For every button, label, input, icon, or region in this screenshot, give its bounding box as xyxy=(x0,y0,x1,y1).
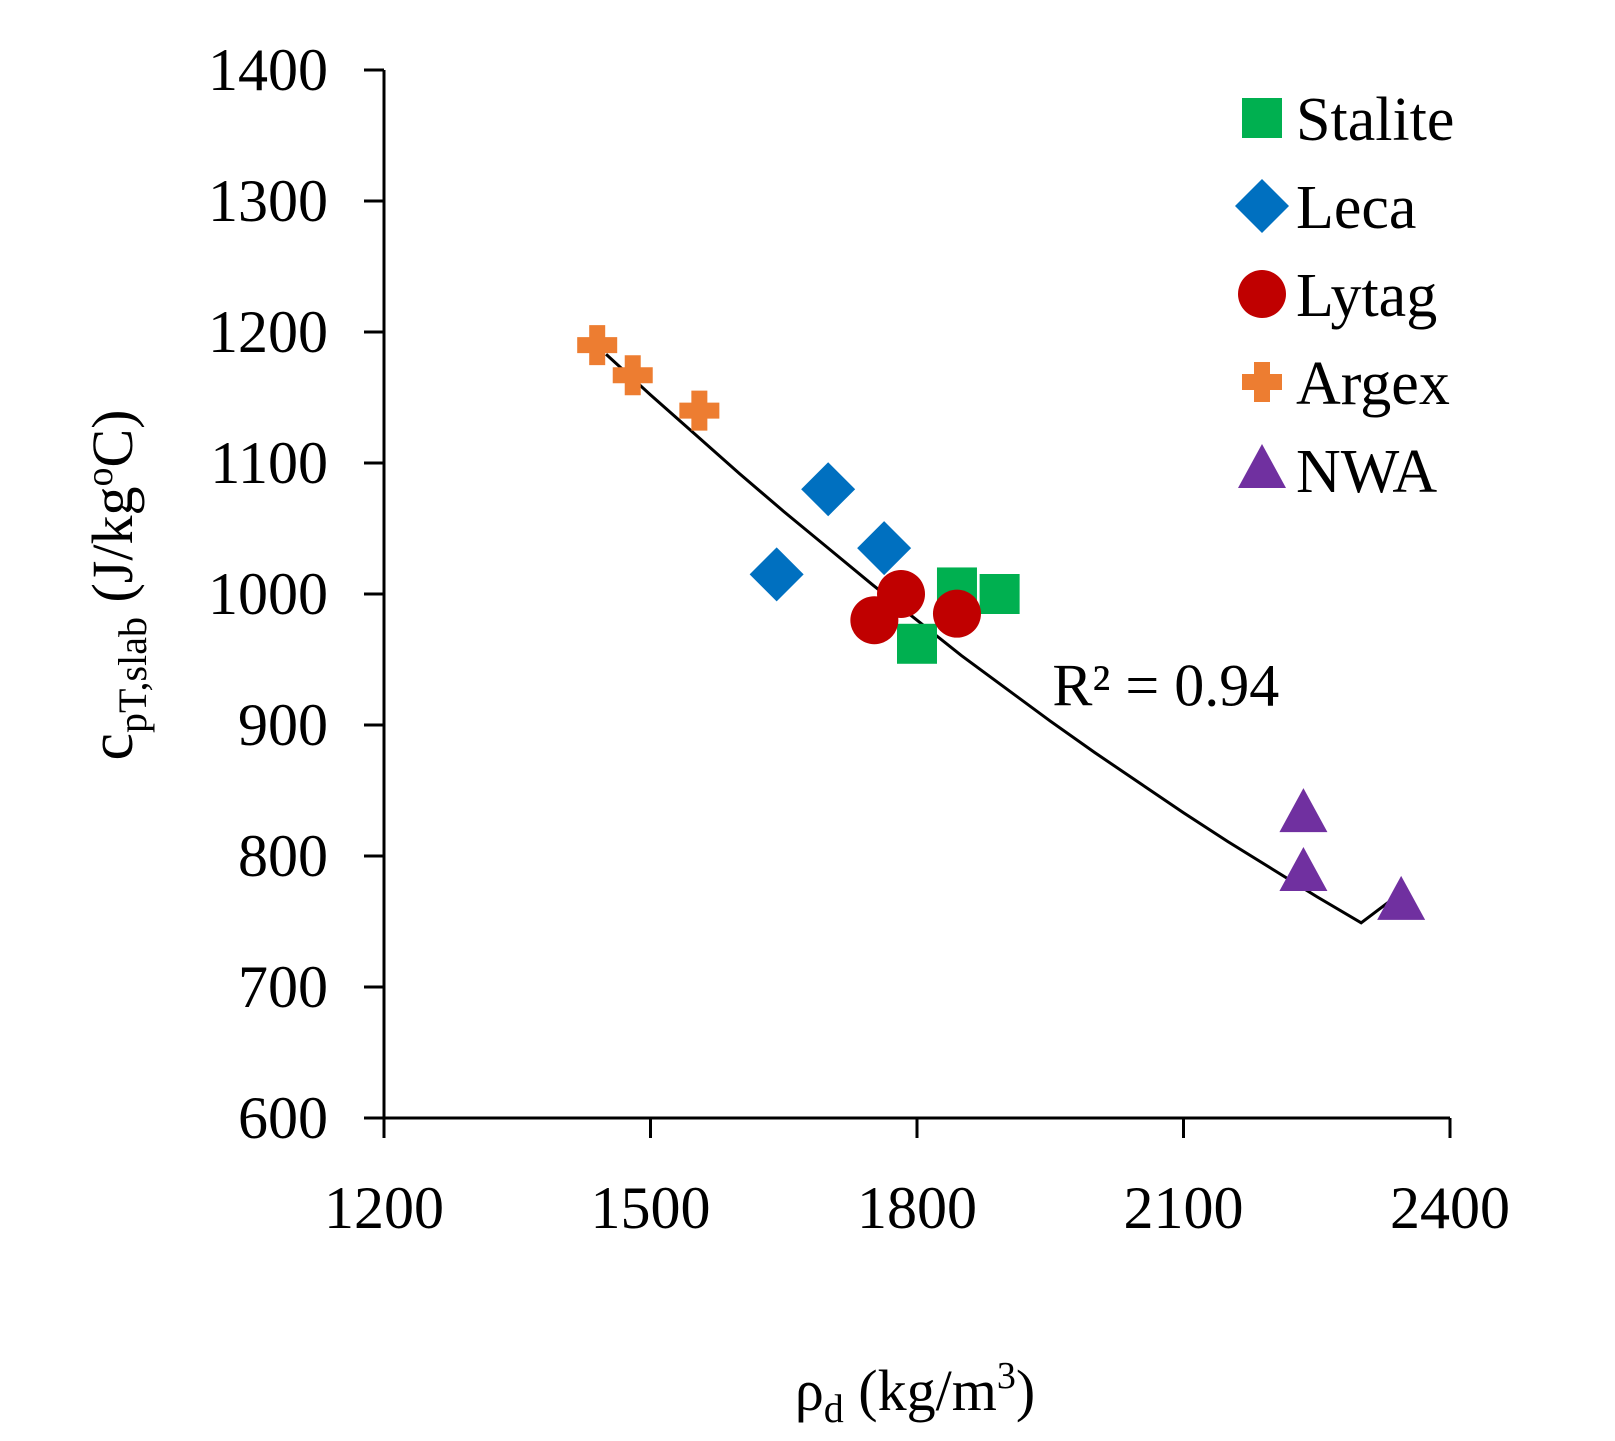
y-tick-label: 900 xyxy=(238,692,328,758)
x-axis-title-main: ρ xyxy=(795,1358,824,1423)
x-tick-label: 1200 xyxy=(324,1175,444,1241)
y-axis-title-main: c xyxy=(78,733,146,761)
x-axis-title-sub: d xyxy=(824,1386,844,1431)
legend-marker-argex xyxy=(1242,362,1282,402)
data-point-leca xyxy=(749,547,804,602)
data-point-lytag xyxy=(850,596,899,645)
x-axis-title-unit-open: (kg/m xyxy=(844,1358,997,1423)
legend-label-stalite: Stalite xyxy=(1296,86,1454,154)
x-tick-label: 1800 xyxy=(857,1175,977,1241)
y-axis-title-sub: pT,slab xyxy=(110,617,155,733)
data-point-argex xyxy=(679,390,720,431)
data-point-stalite xyxy=(897,623,937,664)
data-point-stalite xyxy=(979,574,1020,614)
x-axis-title: ρd (kg/m3) xyxy=(795,1355,1035,1431)
x-tick-label: 2400 xyxy=(1390,1175,1510,1241)
y-tick-label: 1300 xyxy=(208,168,328,234)
legend-label-argex: Argex xyxy=(1296,350,1450,418)
legend-label-lytag: Lytag xyxy=(1296,262,1437,330)
y-tick-label: 1100 xyxy=(210,430,328,496)
axes xyxy=(364,68,1452,1138)
data-point-argex xyxy=(612,355,653,396)
data-points xyxy=(577,325,1426,920)
data-point-nwa xyxy=(1279,847,1328,892)
y-axis-title-unit-close: C) xyxy=(80,410,145,468)
legend-label-leca: Leca xyxy=(1296,174,1416,242)
y-tick-label: 1400 xyxy=(208,37,328,103)
y-axis-title-unit-open: (J/kg xyxy=(80,487,145,618)
data-point-nwa xyxy=(1377,875,1426,920)
x-axis-title-sup: 3 xyxy=(997,1355,1016,1397)
data-point-leca xyxy=(801,462,856,517)
legend-marker-lytag xyxy=(1238,270,1286,318)
y-axis-title: cpT,slab (J/kgoC) xyxy=(78,410,155,761)
legend-marker-leca xyxy=(1235,179,1289,233)
r-squared-annotation: R² = 0.94 xyxy=(1052,653,1279,719)
y-axis-title-sup: o xyxy=(79,468,121,487)
x-tick-label: 1500 xyxy=(591,1175,711,1241)
trendline-layer xyxy=(605,353,1403,925)
legend: Stalite Leca Lytag Argex NWA xyxy=(1235,86,1454,506)
y-tick-label: 600 xyxy=(238,1085,328,1151)
y-tick-label: 700 xyxy=(238,954,328,1020)
legend-label-nwa: NWA xyxy=(1296,438,1437,506)
legend-marker-nwa xyxy=(1238,444,1286,488)
y-tick-label: 1200 xyxy=(208,299,328,365)
tick-labels: 600 700 800 900 1000 1100 1200 1300 1400 1200 1500… xyxy=(208,37,1510,1241)
y-tick-label: 800 xyxy=(238,823,328,889)
data-point-lytag xyxy=(932,589,981,638)
legend-marker-stalite xyxy=(1242,98,1282,138)
data-point-leca xyxy=(857,521,912,576)
data-point-nwa xyxy=(1279,788,1328,833)
data-point-argex xyxy=(577,325,618,366)
x-axis-title-unit-close: ) xyxy=(1016,1358,1035,1423)
y-tick-label: 1000 xyxy=(208,561,328,627)
x-tick-label: 2100 xyxy=(1124,1175,1244,1241)
trendline xyxy=(605,353,1403,925)
